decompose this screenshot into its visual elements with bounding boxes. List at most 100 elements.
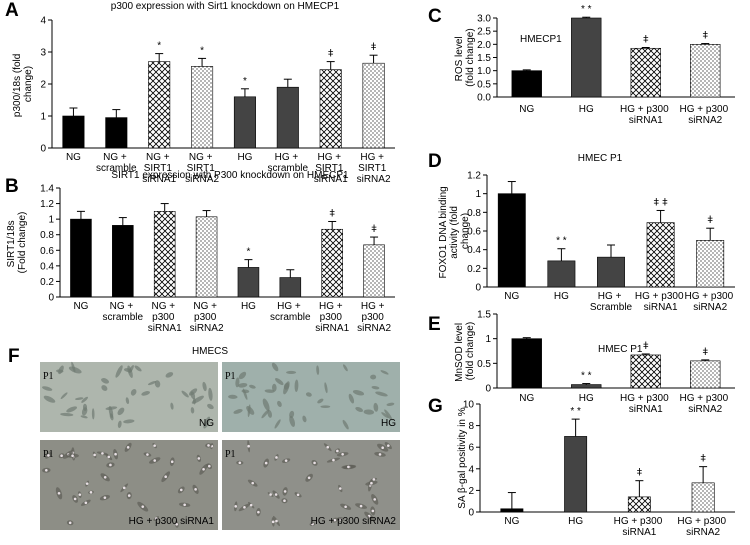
bar xyxy=(690,360,721,389)
cell xyxy=(384,409,393,421)
y-tick-label: 1.2 xyxy=(467,171,481,182)
y-tick-label: 0.8 xyxy=(40,230,54,241)
cell xyxy=(117,420,122,429)
cell-nucleus xyxy=(47,454,50,457)
cell-nucleus xyxy=(127,494,131,497)
significance-mark: ǂ xyxy=(700,454,706,465)
significance-mark: * xyxy=(200,45,204,56)
bar xyxy=(363,244,385,298)
x-tick-label: NG xyxy=(519,104,534,115)
y-tick-label: 4 xyxy=(468,464,474,475)
cell xyxy=(154,380,161,388)
cell xyxy=(188,388,198,396)
cell-nucleus xyxy=(183,503,186,507)
y-tick-label: 8 xyxy=(468,421,474,432)
cell-nucleus xyxy=(84,501,88,505)
cell xyxy=(355,406,364,412)
x-tick-label: HG + p300 siRNA1 xyxy=(614,516,665,538)
panel-letter: F xyxy=(8,346,20,367)
bar xyxy=(362,62,385,149)
image-label: NG xyxy=(199,418,214,429)
y-tick-label: 0.4 xyxy=(40,261,54,272)
cell-nucleus xyxy=(307,476,311,480)
cell-nucleus xyxy=(247,444,250,448)
bar xyxy=(105,117,128,149)
x-tick-label: HG + p300 siRNA1 xyxy=(620,104,671,126)
bar xyxy=(511,338,542,389)
cell-nucleus xyxy=(275,519,278,523)
bar xyxy=(696,240,725,288)
y-tick-label: 0.2 xyxy=(467,264,481,275)
cell-nucleus xyxy=(234,505,238,508)
cell-nucleus xyxy=(284,459,288,462)
cell-nucleus xyxy=(249,503,253,507)
cell-nucleus xyxy=(332,458,335,462)
cell-nucleus xyxy=(68,521,72,525)
cell-nucleus xyxy=(207,444,210,447)
cell xyxy=(117,407,125,416)
bar xyxy=(646,222,675,288)
cell xyxy=(190,407,195,414)
y-tick-label: 0 xyxy=(485,384,491,395)
x-tick-label: HG + p300 siRNA2 xyxy=(680,104,731,126)
y-tick-label: 1.5 xyxy=(477,310,491,321)
cell-nucleus xyxy=(60,454,63,457)
bar xyxy=(547,260,576,288)
bar xyxy=(233,96,256,149)
bar xyxy=(597,256,625,288)
cell-nucleus xyxy=(387,444,390,447)
y-tick-label: 0 xyxy=(48,293,54,304)
cell xyxy=(373,402,379,412)
image-label: HG + p300 siRNA2 xyxy=(311,516,397,527)
cell-nucleus xyxy=(271,520,275,524)
cell xyxy=(371,386,380,390)
cell xyxy=(342,419,349,430)
cell-nucleus xyxy=(85,482,89,485)
cell-nucleus xyxy=(175,523,179,526)
x-tick-label: NG xyxy=(519,393,534,404)
x-tick-label: NG xyxy=(504,516,519,527)
cell xyxy=(242,388,248,400)
bar xyxy=(564,436,588,513)
y-tick-label: 2 xyxy=(40,80,46,91)
y-tick-label: 1 xyxy=(48,215,54,226)
cell-nucleus xyxy=(197,457,201,460)
panel-letter: B xyxy=(5,176,19,197)
cell xyxy=(81,396,89,403)
cell xyxy=(283,381,290,395)
y-tick-label: 1.0 xyxy=(477,66,491,77)
cell xyxy=(289,410,295,419)
cell-nucleus xyxy=(283,499,286,503)
cell xyxy=(275,378,284,386)
cell-nucleus xyxy=(194,488,197,491)
cell xyxy=(91,408,95,420)
cell-nucleus xyxy=(179,488,183,492)
cell xyxy=(320,405,331,408)
x-tick-label: HG + p300 siRNA1 xyxy=(620,393,671,415)
cell xyxy=(208,387,213,401)
cell xyxy=(238,371,247,380)
cell-nucleus xyxy=(207,464,211,468)
bar xyxy=(279,277,302,298)
chart-title: SIRT1 expression with P300 knockdown on … xyxy=(111,170,349,181)
cell-nucleus xyxy=(367,514,371,518)
cell-nucleus xyxy=(338,487,342,490)
significance-mark: ǂ xyxy=(371,224,377,235)
cell xyxy=(202,381,207,392)
cell xyxy=(123,419,135,424)
cell-nucleus xyxy=(238,461,242,465)
bar xyxy=(276,86,299,149)
bar xyxy=(195,216,218,298)
cell xyxy=(277,400,282,408)
bar xyxy=(148,61,171,149)
bar xyxy=(627,496,651,513)
cell xyxy=(60,412,74,417)
significance-mark: ǂ xyxy=(702,31,708,42)
x-tick-label: HG + p300 siRNA1 xyxy=(315,301,349,334)
y-axis-label: SIRT1/18s (Fold change) xyxy=(6,212,28,274)
cell xyxy=(316,365,320,375)
cell-nucleus xyxy=(170,460,174,464)
cell-nucleus xyxy=(153,444,156,447)
cell xyxy=(147,381,157,386)
significance-mark: ǂ xyxy=(702,347,708,358)
